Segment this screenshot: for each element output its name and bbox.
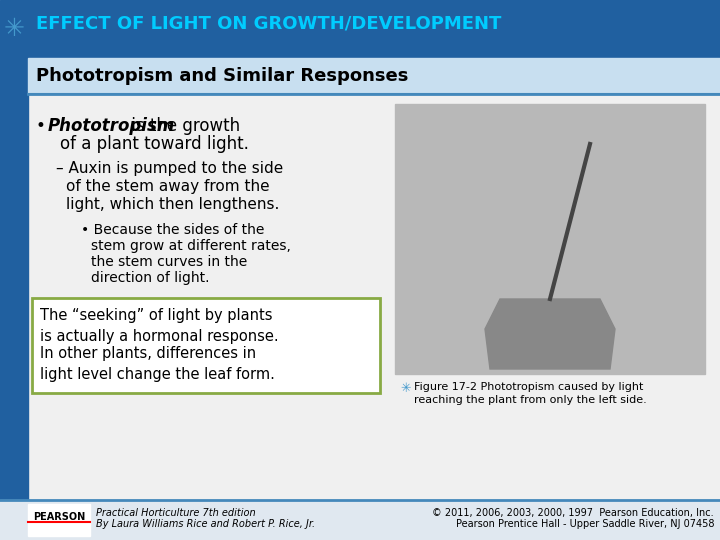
Bar [28, 0, 720, 58]
Text: Pearson Prentice Hall - Upper Saddle River, NJ 07458: Pearson Prentice Hall - Upper Saddle Riv… [456, 519, 714, 529]
Text: stem grow at different rates,: stem grow at different rates, [91, 239, 291, 253]
Text: Practical Horticulture 7th edition: Practical Horticulture 7th edition [96, 508, 256, 518]
Text: is the growth: is the growth [126, 117, 240, 135]
Text: • Because the sides of the: • Because the sides of the [81, 223, 264, 237]
Text: •: • [36, 117, 51, 135]
Bar [28, 504, 90, 536]
Polygon shape [485, 299, 615, 369]
Text: © 2011, 2006, 2003, 2000, 1997  Pearson Education, Inc.: © 2011, 2006, 2003, 2000, 1997 Pearson E… [433, 508, 714, 518]
Bar [28, 58, 720, 94]
Text: the stem curves in the: the stem curves in the [91, 255, 247, 269]
Text: Phototropism and Similar Responses: Phototropism and Similar Responses [36, 67, 408, 85]
Text: By Laura Williams Rice and Robert P. Rice, Jr.: By Laura Williams Rice and Robert P. Ric… [96, 519, 315, 529]
Text: Phototropism: Phototropism [48, 117, 175, 135]
Text: direction of light.: direction of light. [91, 271, 210, 285]
Text: In other plants, differences in
light level change the leaf form.: In other plants, differences in light le… [40, 346, 275, 382]
Bar [395, 104, 705, 374]
Bar [0, 500, 720, 540]
Text: ✳: ✳ [4, 17, 24, 41]
Text: EFFECT OF LIGHT ON GROWTH/DEVELOPMENT: EFFECT OF LIGHT ON GROWTH/DEVELOPMENT [36, 14, 501, 32]
Text: ✳: ✳ [400, 382, 410, 395]
Text: light, which then lengthens.: light, which then lengthens. [66, 197, 279, 212]
FancyBboxPatch shape [32, 298, 380, 393]
Text: PEARSON: PEARSON [33, 512, 85, 522]
Text: The “seeking” of light by plants
is actually a hormonal response.: The “seeking” of light by plants is actu… [40, 308, 279, 344]
Text: of the stem away from the: of the stem away from the [66, 179, 269, 194]
Text: Figure 17-2 Phototropism caused by light
reaching the plant from only the left s: Figure 17-2 Phototropism caused by light… [414, 382, 647, 405]
Text: – Auxin is pumped to the side: – Auxin is pumped to the side [56, 161, 283, 176]
Text: of a plant toward light.: of a plant toward light. [60, 135, 249, 153]
Bar [0, 0, 28, 540]
